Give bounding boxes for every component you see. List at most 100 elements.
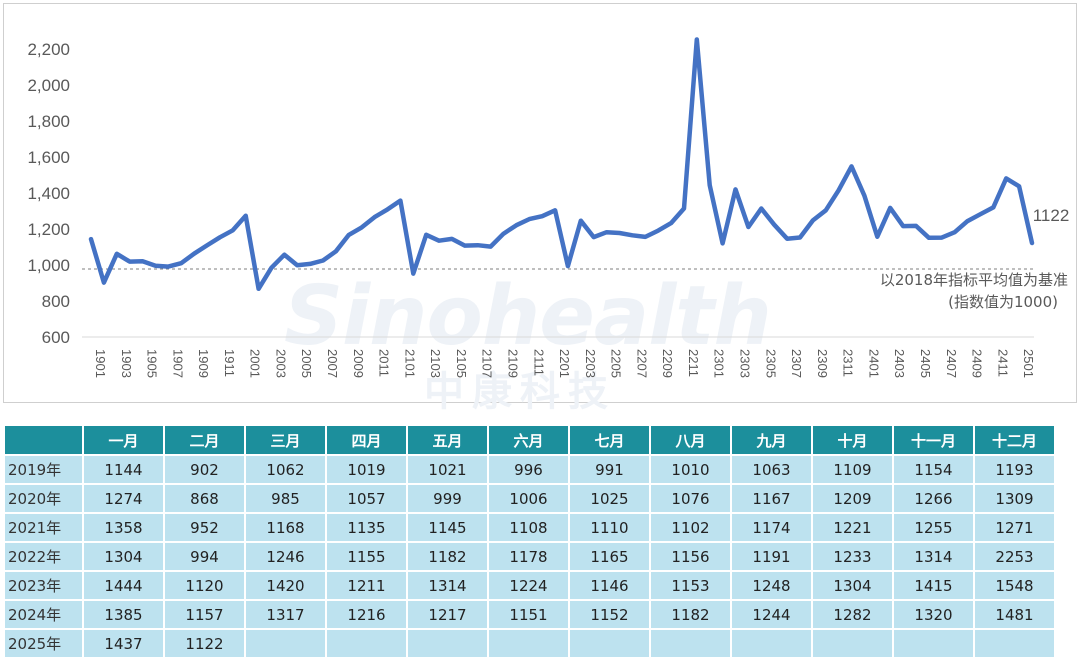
column-header: 十一月: [894, 426, 973, 454]
table-cell: 1057: [327, 485, 406, 512]
x-tick-label: 2303: [738, 349, 753, 378]
x-tick-label: 2405: [918, 349, 933, 378]
y-tick-label: 1,000: [27, 256, 70, 275]
row-label: 2020年: [5, 485, 82, 512]
x-tick-label: 2105: [454, 349, 469, 378]
table-cell: 1282: [813, 601, 892, 628]
column-header: 十二月: [975, 426, 1054, 454]
table-cell: 1211: [327, 572, 406, 599]
table-cell: 1216: [327, 601, 406, 628]
table-cell: 1006: [489, 485, 568, 512]
table-cell: 1182: [408, 543, 487, 570]
line-chart: 600 800 1,000 1,200 1,400 1,600 1,800 2,000 2,20…: [27, 37, 1069, 378]
y-tick-label: 1,200: [27, 220, 70, 239]
x-tick-label: 2001: [248, 349, 263, 378]
table-cell: 1152: [570, 601, 649, 628]
x-tick-label: 2103: [428, 349, 443, 378]
table-cell: 1144: [84, 456, 163, 483]
table-cell: 994: [165, 543, 244, 570]
table-cell: 1108: [489, 514, 568, 541]
table-cell: 1157: [165, 601, 244, 628]
table-cell: 1025: [570, 485, 649, 512]
x-tick-label: 2409: [970, 349, 985, 378]
table-cell: 1420: [246, 572, 325, 599]
table-cell: 1248: [732, 572, 811, 599]
table-cell: [408, 630, 487, 657]
x-tick-label: 2011: [377, 349, 392, 377]
x-tick-label: 2111: [531, 349, 546, 376]
chart-panel: Sinohealth 中康科技 600 800 1,000 1,200 1,400 1,6…: [3, 3, 1077, 415]
table-cell: 1320: [894, 601, 973, 628]
table-cell: 1109: [813, 456, 892, 483]
table-cell: 1481: [975, 601, 1054, 628]
x-tick-label: 2003: [273, 349, 288, 378]
x-tick-label: 2205: [609, 349, 624, 378]
table-cell: 1309: [975, 485, 1054, 512]
table-cell: 1271: [975, 514, 1054, 541]
x-tick-label: 2501: [1021, 349, 1036, 378]
x-tick-label: 1903: [119, 349, 134, 378]
watermark-latin: Sinohealth: [284, 269, 772, 364]
table-cell: [975, 630, 1054, 657]
x-tick-label: 2005: [299, 349, 314, 378]
table-cell: 1221: [813, 514, 892, 541]
table-cell: [327, 630, 406, 657]
x-tick-label: 2401: [866, 349, 881, 378]
x-tick-label: 1911: [222, 349, 237, 377]
table-cell: 1274: [84, 485, 163, 512]
table-cell: 985: [246, 485, 325, 512]
x-tick-label: 2209: [660, 349, 675, 378]
table-cell: 1304: [813, 572, 892, 599]
table-cell: 1122: [165, 630, 244, 657]
table-cell: 991: [570, 456, 649, 483]
x-tick-label: 2203: [583, 349, 598, 378]
x-tick-label: 1901: [93, 349, 108, 378]
x-tick-label: 1905: [145, 349, 160, 378]
table-row: 2020年 1274 868 985 1057 999 1006 1025 1076 1167 12…: [5, 485, 1054, 512]
row-label: 2021年: [5, 514, 82, 541]
table-cell: 1182: [651, 601, 730, 628]
table-cell: 1063: [732, 456, 811, 483]
table-cell: 1146: [570, 572, 649, 599]
table-cell: 1444: [84, 572, 163, 599]
y-tick-label: 1,400: [27, 184, 70, 203]
row-label: 2024年: [5, 601, 82, 628]
table-cell: 1135: [327, 514, 406, 541]
x-tick-label: 2211: [686, 349, 701, 377]
table-cell: 1174: [732, 514, 811, 541]
x-tick-label: 1907: [170, 349, 185, 378]
row-label: 2023年: [5, 572, 82, 599]
table-cell: 996: [489, 456, 568, 483]
x-tick-label: 2309: [815, 349, 830, 378]
table-cell: [894, 630, 973, 657]
x-tick-label: 2201: [557, 349, 572, 378]
table-row: 2019年 1144 902 1062 1019 1021 996 991 1010 1063 11…: [5, 456, 1054, 483]
table-cell: 1244: [732, 601, 811, 628]
watermark-cn: 中康科技: [424, 369, 616, 415]
table-cell: 1255: [894, 514, 973, 541]
row-label: 2019年: [5, 456, 82, 483]
table-cell: 2253: [975, 543, 1054, 570]
table-cell: 1385: [84, 601, 163, 628]
table-cell: 1151: [489, 601, 568, 628]
column-header: 四月: [327, 426, 406, 454]
table-cell: 1120: [165, 572, 244, 599]
table-cell: 1110: [570, 514, 649, 541]
table-cell: 1217: [408, 601, 487, 628]
table-cell: 868: [165, 485, 244, 512]
y-tick-label: 1,600: [27, 148, 70, 167]
table-cell: 1167: [732, 485, 811, 512]
y-tick-label: 2,200: [27, 40, 70, 59]
y-tick-label: 2,000: [27, 76, 70, 95]
table-cell: 1246: [246, 543, 325, 570]
table-cell: 1209: [813, 485, 892, 512]
baseline-note-sub: (指数值为1000): [948, 293, 1058, 311]
table-cell: 952: [165, 514, 244, 541]
x-tick-label: 2307: [789, 349, 804, 378]
column-header: 二月: [165, 426, 244, 454]
row-label: 2022年: [5, 543, 82, 570]
table-cell: 1102: [651, 514, 730, 541]
data-table: 一月 二月 三月 四月 五月 六月 七月 八月 九月 十月 十一月 十二月 2019年 1144 902 1…: [3, 424, 1056, 659]
table-cell: 1193: [975, 456, 1054, 483]
x-tick-label: 2107: [480, 349, 495, 378]
